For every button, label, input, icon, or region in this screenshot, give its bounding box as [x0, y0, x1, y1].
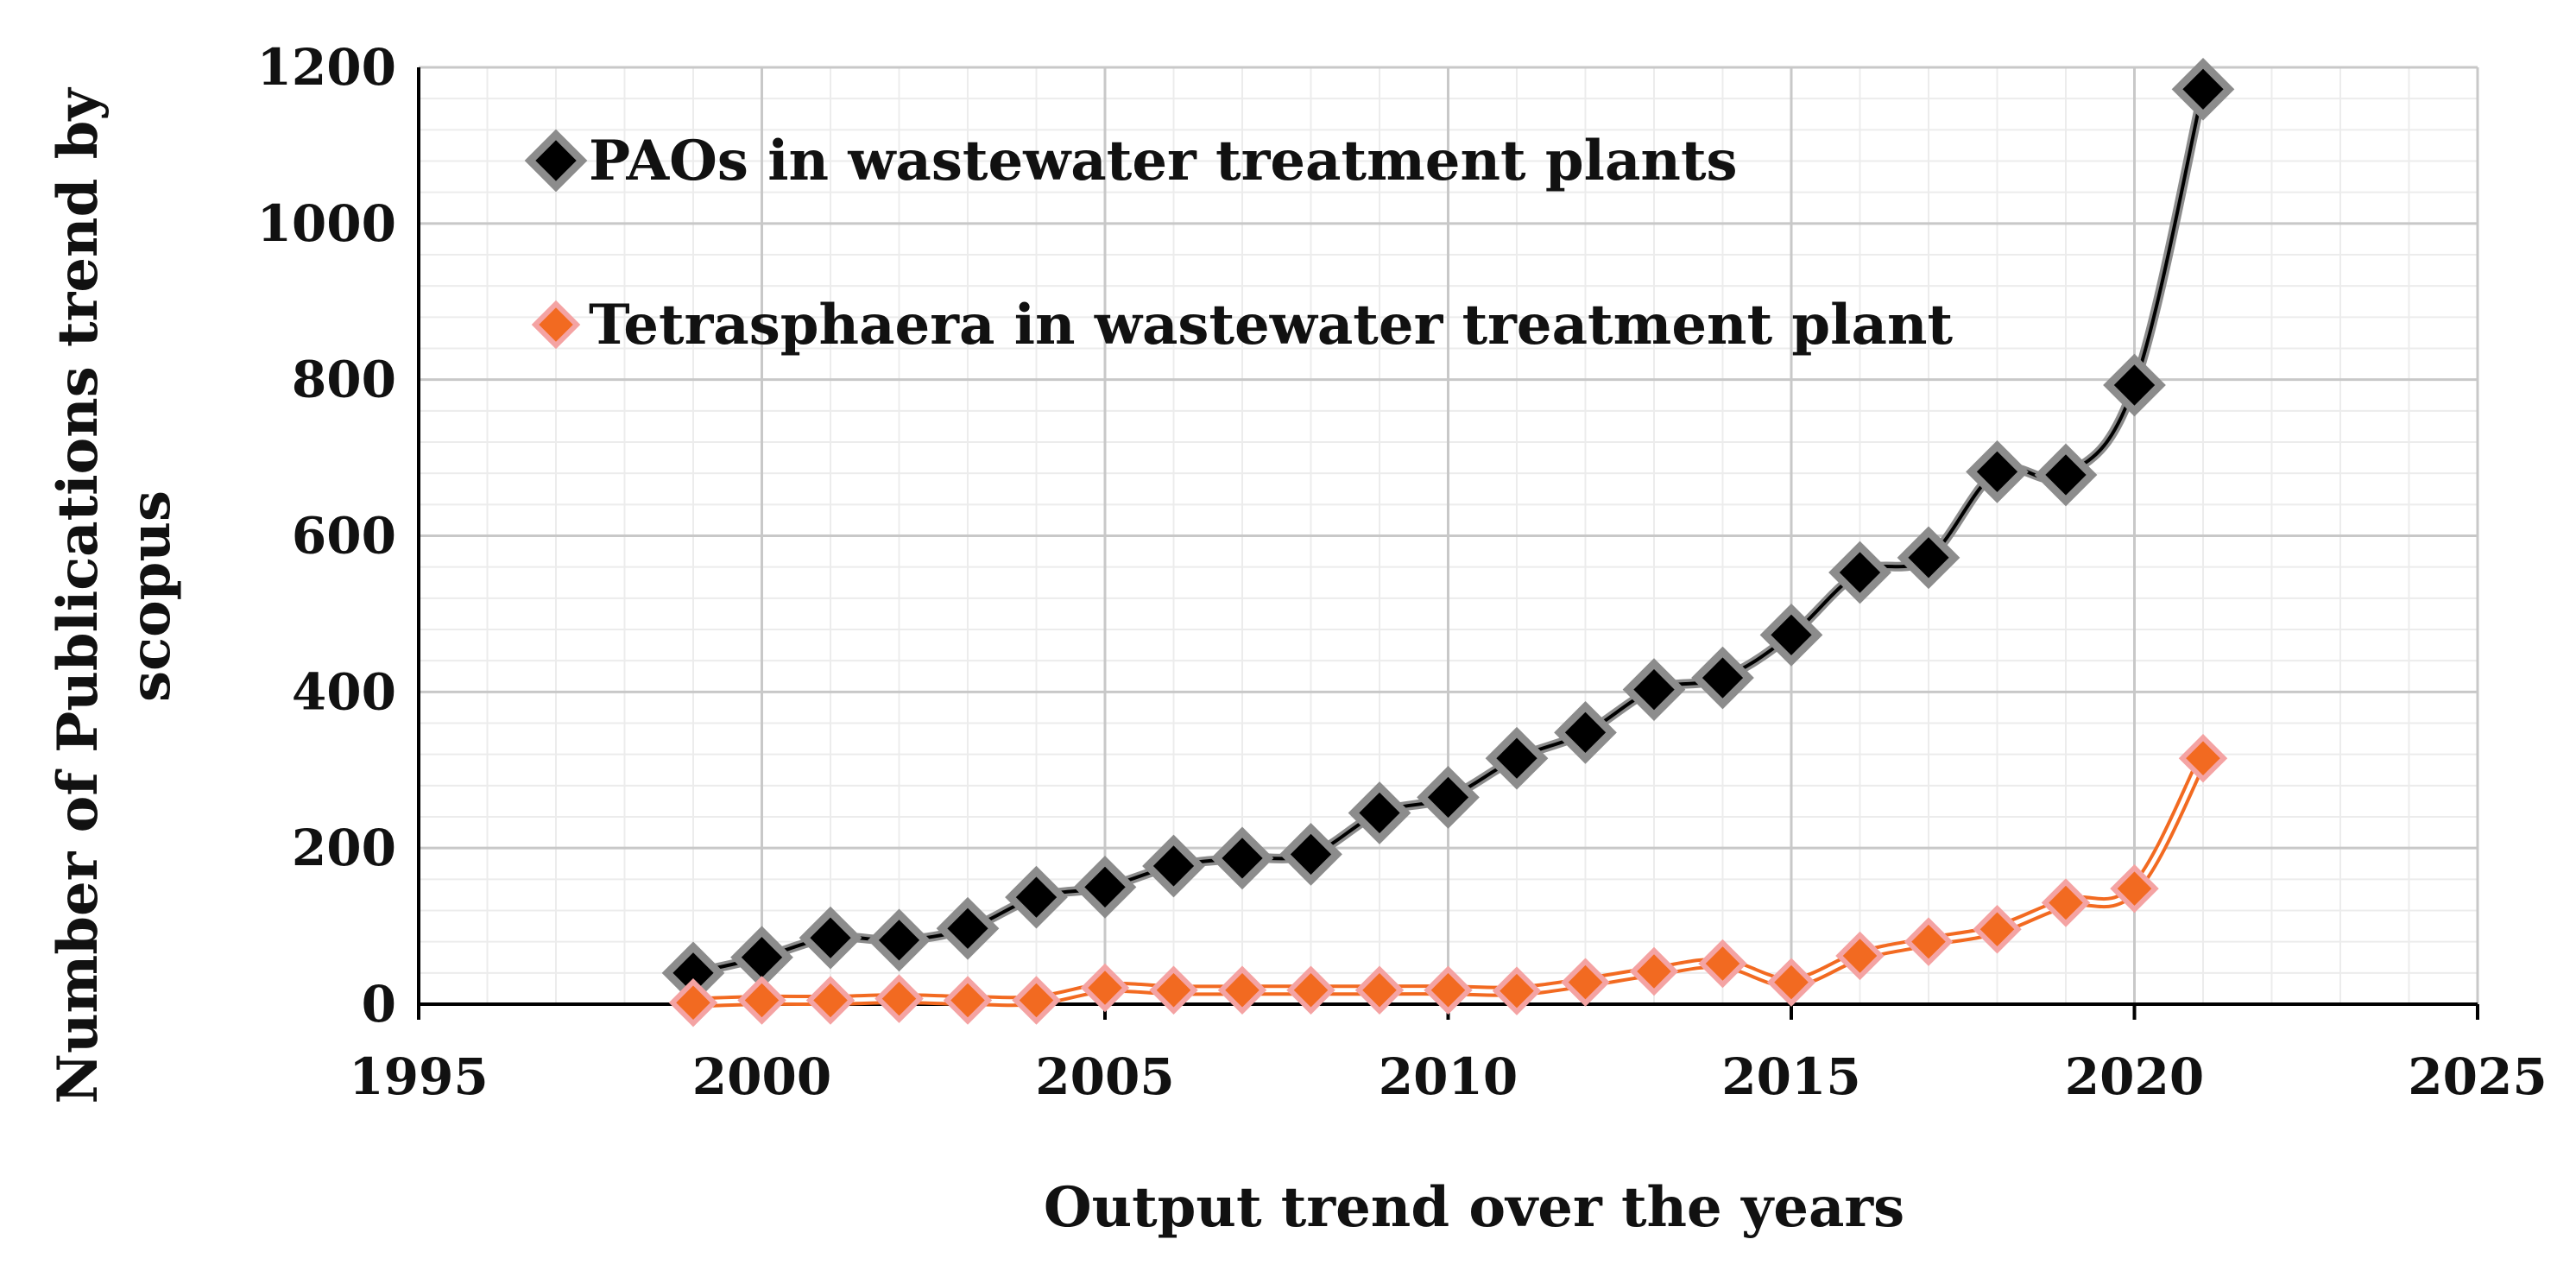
x-tick-label: 2025	[2408, 1047, 2547, 1106]
x-tick-label: 2000	[692, 1047, 831, 1106]
data-point	[1904, 917, 1954, 966]
data-point	[1835, 931, 1885, 981]
data-point	[1698, 939, 1747, 989]
x-tick-label: 2020	[2065, 1047, 2204, 1106]
x-tick-label: 2010	[1379, 1047, 1518, 1106]
data-point	[943, 976, 993, 1025]
y-tick-label: 200	[292, 819, 396, 877]
major-grid	[417, 66, 2479, 1006]
data-point	[1554, 700, 1617, 764]
x-axis-title: Output trend over the years	[1044, 1175, 1904, 1240]
y-axis-title-line-2: scopus	[118, 490, 183, 702]
data-point	[1210, 826, 1274, 890]
data-point	[1005, 865, 1068, 929]
data-point	[2041, 878, 2091, 927]
data-point	[1485, 726, 1549, 790]
data-point	[1012, 976, 1061, 1025]
data-point	[1492, 966, 1542, 1015]
y-tick-label: 1200	[257, 38, 396, 97]
data-point	[1622, 658, 1686, 721]
data-point	[1973, 904, 2022, 954]
y-tick-label: 0	[362, 975, 396, 1034]
data-point	[1217, 965, 1267, 1015]
tick-labels: 1995 2000 2005 2010 2015 2020 2025 0 200 400 600 80…	[257, 38, 2548, 1106]
data-point	[2171, 57, 2235, 121]
data-point	[1354, 965, 1405, 1015]
legend-item-paos: PAOs in wastewater treatment plants	[524, 129, 1738, 193]
legend-marker-icon	[524, 129, 588, 193]
y-tick-label: 800	[292, 351, 396, 409]
data-point	[1966, 439, 2029, 503]
legend-label-paos: PAOs in wastewater treatment plants	[589, 129, 1738, 193]
data-point	[1828, 541, 1891, 604]
data-point	[1766, 958, 1816, 1007]
data-point	[1348, 781, 1411, 844]
y-tick-label: 1000	[257, 194, 396, 253]
data-point	[874, 974, 924, 1023]
series-1	[668, 733, 2228, 1028]
data-point	[1142, 834, 1205, 898]
data-point	[1286, 965, 1335, 1015]
series-layer	[661, 57, 2235, 1028]
data-point	[1279, 823, 1342, 886]
data-point	[1561, 958, 1610, 1007]
data-point	[1417, 766, 1480, 829]
data-point	[805, 976, 856, 1025]
data-point	[2034, 443, 2098, 507]
data-point	[936, 896, 1000, 960]
data-point	[1149, 965, 1198, 1015]
y-tick-label: 600	[292, 507, 396, 566]
legend-marker-icon	[531, 300, 581, 350]
data-point	[730, 926, 793, 990]
data-point	[1629, 946, 1679, 996]
legend-item-tetrasphaera: Tetrasphaera in wastewater treatment pla…	[531, 293, 1953, 357]
y-axis-title-line-1: Number of Publications trend by	[46, 87, 110, 1104]
data-point	[1759, 603, 1823, 667]
data-point	[2110, 863, 2159, 914]
data-point	[1073, 856, 1137, 919]
data-point	[868, 908, 931, 972]
x-tick-label: 2005	[1035, 1047, 1174, 1106]
data-point	[1897, 526, 1960, 590]
data-point	[1424, 965, 1473, 1015]
data-point	[2178, 733, 2228, 783]
data-point	[1080, 963, 1130, 1013]
data-point	[668, 977, 718, 1028]
legend: PAOs in wastewater treatment plants Tetr…	[524, 129, 1953, 357]
data-point	[799, 906, 862, 970]
data-point	[1691, 646, 1754, 710]
x-tick-label: 1995	[349, 1047, 488, 1106]
data-point	[737, 976, 786, 1025]
series-0	[661, 57, 2235, 1005]
y-axis-title: Number of Publications trend by scopus	[46, 87, 183, 1104]
data-point	[2103, 353, 2166, 417]
y-tick-label: 400	[292, 662, 396, 721]
x-tick-label: 2015	[1721, 1047, 1860, 1106]
legend-label-tetrasphaera: Tetrasphaera in wastewater treatment pla…	[589, 293, 1953, 357]
